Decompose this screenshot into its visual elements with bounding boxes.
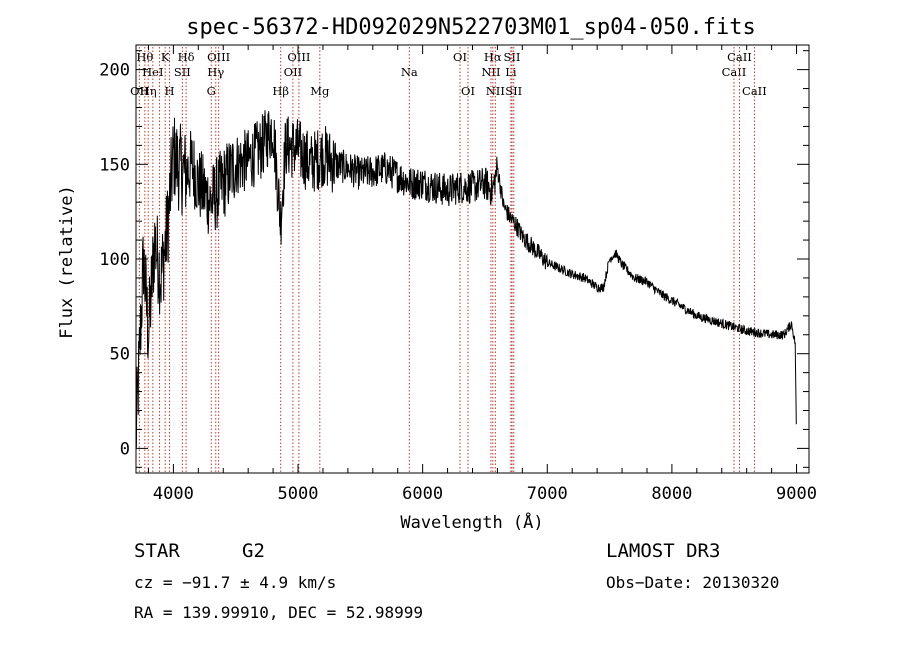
line-marker-label: SII bbox=[504, 50, 521, 64]
line-marker-label: SII bbox=[505, 84, 522, 98]
observation-date: Obs−Date: 20130320 bbox=[606, 573, 780, 592]
line-marker-label: OIII bbox=[207, 50, 230, 64]
spectrum-line bbox=[135, 110, 797, 448]
line-marker-label: HeI bbox=[142, 65, 163, 79]
x-tick-label: 9000 bbox=[776, 484, 817, 504]
line-marker-label: G bbox=[207, 84, 216, 98]
chart-title: spec-56372-HD092029N522703M01_sp04-050.f… bbox=[186, 15, 756, 40]
line-marker-label: OI bbox=[461, 84, 475, 98]
line-marker-label: Hθ bbox=[136, 50, 153, 64]
line-marker-label: OI bbox=[453, 50, 467, 64]
line-marker-label: OII bbox=[130, 84, 149, 98]
line-marker-label: SII bbox=[174, 65, 191, 79]
y-tick-label: 0 bbox=[120, 439, 130, 459]
x-tick-label: 7000 bbox=[527, 484, 568, 504]
x-tick-label: 6000 bbox=[402, 484, 443, 504]
line-marker-label: NII bbox=[486, 84, 505, 98]
object-type: STAR bbox=[134, 540, 180, 562]
y-tick-label: 200 bbox=[99, 61, 130, 81]
line-marker-label: K bbox=[161, 50, 170, 64]
coordinates: RA = 139.99910, DEC = 52.98999 bbox=[134, 603, 423, 622]
y-axis-label: Flux (relative) bbox=[57, 185, 77, 339]
line-marker-label: OIII bbox=[287, 50, 310, 64]
y-tick-label: 150 bbox=[99, 155, 130, 175]
line-marker-label: CaII bbox=[742, 84, 767, 98]
line-marker-label: H bbox=[165, 84, 175, 98]
line-marker-label: Hδ bbox=[178, 50, 195, 64]
x-tick-label: 8000 bbox=[651, 484, 692, 504]
spectrum-group bbox=[135, 110, 797, 448]
x-axis: 4000 5000 6000 7000 8000 9000 bbox=[147, 45, 817, 504]
line-markers: OIIHθHηHeIKHSIIHδGHγOIIIHβOIIOIIIMgNaOIO… bbox=[130, 47, 767, 473]
x-axis-label: Wavelength (Å) bbox=[400, 511, 543, 533]
line-marker-label: Hγ bbox=[207, 65, 224, 79]
line-marker-label: Li bbox=[505, 65, 517, 79]
redshift-velocity: cz = −91.7 ± 4.9 km/s bbox=[134, 573, 337, 592]
line-marker-label: OII bbox=[284, 65, 303, 79]
object-subclass: G2 bbox=[242, 540, 265, 562]
x-tick-label: 4000 bbox=[153, 484, 194, 504]
line-marker-label: Mg bbox=[310, 84, 330, 98]
plot-frame bbox=[135, 44, 810, 474]
line-marker-label: Hβ bbox=[272, 84, 289, 98]
survey-name: LAMOST DR3 bbox=[606, 540, 721, 562]
line-marker-label: Hη bbox=[140, 84, 157, 98]
y-tick-label: 100 bbox=[99, 250, 130, 270]
line-marker-label: CaII bbox=[727, 50, 752, 64]
y-axis: 0 50 100 150 200 bbox=[99, 50, 809, 468]
line-marker-label: CaII bbox=[722, 65, 747, 79]
line-marker-label: NII bbox=[481, 65, 500, 79]
line-marker-label: Hα bbox=[484, 50, 502, 64]
y-tick-label: 50 bbox=[110, 345, 130, 365]
line-marker-label: Na bbox=[401, 65, 418, 79]
x-tick-label: 5000 bbox=[278, 484, 319, 504]
